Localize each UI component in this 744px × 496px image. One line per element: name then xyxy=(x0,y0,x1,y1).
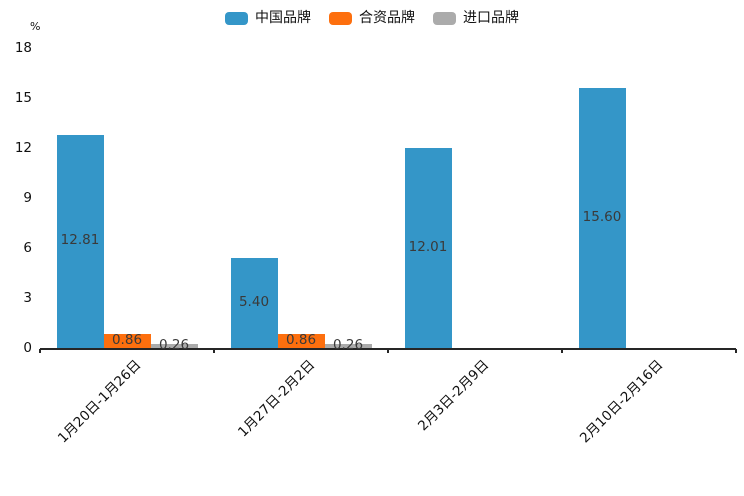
legend-swatch-icon xyxy=(433,11,456,25)
bar-合资品牌 xyxy=(103,333,151,348)
legend-item: 中国品牌 xyxy=(225,11,311,25)
y-axis-tick-label: 15 xyxy=(14,90,32,106)
x-axis-category-label: 2月3日-2月9日 xyxy=(415,357,493,435)
y-axis-tick-label: 12 xyxy=(14,140,32,156)
y-axis-tick-label: 18 xyxy=(14,40,32,56)
legend-item: 进口品牌 xyxy=(433,11,519,25)
bar-value-label: 0.26 xyxy=(332,336,364,353)
legend: 中国品牌 合资品牌 进口品牌 xyxy=(0,8,744,28)
bar-value-label: 0.86 xyxy=(285,331,317,348)
legend-label: 合资品牌 xyxy=(359,10,415,26)
x-axis-category-label: 1月27日-2月2日 xyxy=(234,357,319,441)
x-axis-category-label: 1月20日-1月26日 xyxy=(54,357,145,447)
x-axis-category-label: 2月10日-2月16日 xyxy=(576,357,667,447)
legend-label: 中国品牌 xyxy=(255,10,311,26)
x-axis-tick-mark xyxy=(213,349,215,353)
bar-value-label: 5.40 xyxy=(238,294,270,310)
bar-value-label: 12.01 xyxy=(408,238,448,255)
bar-中国品牌 xyxy=(578,88,626,348)
bar-进口品牌 xyxy=(150,343,198,348)
y-axis-tick-label: 9 xyxy=(23,190,32,206)
bar-合资品牌 xyxy=(277,333,325,348)
y-axis-unit-label: % xyxy=(30,20,41,33)
legend-swatch-icon xyxy=(225,11,248,25)
bar-value-label: 15.60 xyxy=(582,209,622,225)
x-axis-tick-mark xyxy=(387,349,389,353)
y-axis-tick-label: 6 xyxy=(23,240,32,256)
legend-label: 进口品牌 xyxy=(463,10,519,26)
bar-进口品牌 xyxy=(324,343,372,348)
bar-中国品牌 xyxy=(56,134,104,348)
x-axis-tick-mark xyxy=(735,349,737,353)
bar-value-label: 0.26 xyxy=(158,336,190,353)
bar-中国品牌 xyxy=(230,258,278,348)
y-axis-tick-label: 0 xyxy=(23,340,32,356)
x-axis-tick-mark xyxy=(561,349,563,353)
y-axis-tick-label: 3 xyxy=(23,290,32,306)
x-axis-tick-mark xyxy=(39,349,41,353)
bar-中国品牌 xyxy=(404,147,452,348)
bar-value-label: 0.86 xyxy=(111,331,143,348)
legend-swatch-icon xyxy=(329,11,352,25)
legend-item: 合资品牌 xyxy=(329,11,415,25)
bar-value-label: 12.81 xyxy=(60,232,100,249)
